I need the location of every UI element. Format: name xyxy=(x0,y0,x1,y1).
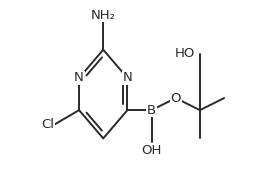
Text: OH: OH xyxy=(141,144,162,157)
Text: B: B xyxy=(147,104,156,117)
Text: N: N xyxy=(122,71,132,84)
Text: Cl: Cl xyxy=(41,118,54,131)
Text: N: N xyxy=(74,71,84,84)
Text: NH₂: NH₂ xyxy=(91,8,116,21)
Text: O: O xyxy=(170,92,181,105)
Text: HO: HO xyxy=(175,47,195,60)
